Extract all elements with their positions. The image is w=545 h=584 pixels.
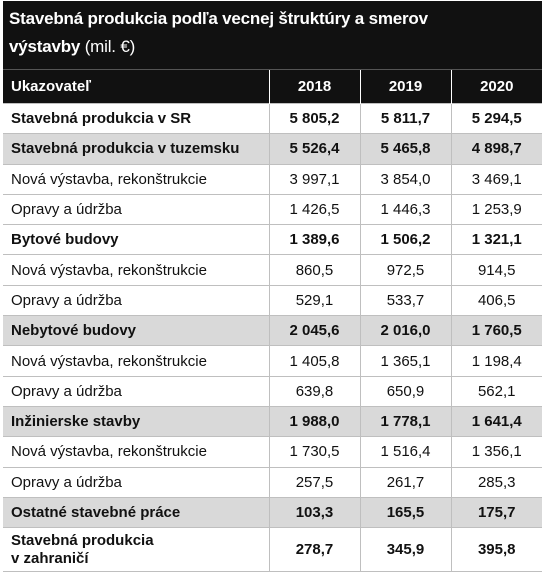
- table-row: Nová výstavba, rekonštrukcie 1 405,8 1 365…: [3, 345, 542, 377]
- table-body: Stavebná produkcia v SR 5 805,2 5 811,7 5 2…: [3, 102, 542, 572]
- row-label: Opravy a údržba: [3, 193, 269, 225]
- cell-2020: 5 294,5: [450, 102, 542, 134]
- cell-2019: 261,7: [359, 466, 451, 498]
- statistics-table-panel: Stavebná produkcia podľa vecnej štruktúr…: [3, 1, 542, 582]
- cell-2020: 914,5: [450, 254, 542, 286]
- cell-2019: 1 778,1: [359, 405, 451, 437]
- row-label: Nová výstavba, rekonštrukcie: [3, 163, 269, 195]
- table-header-row: Ukazovateľ 2018 2019 2020: [3, 69, 542, 104]
- row-label: Opravy a údržba: [3, 375, 269, 407]
- cell-2019: 1 446,3: [359, 193, 451, 225]
- table-row: Stavebná produkcia v SR 5 805,2 5 811,7 5 2…: [3, 102, 542, 134]
- table-row: Opravy a údržba 257,5 261,7 285,3: [3, 466, 542, 498]
- construction-production-table: Ukazovateľ 2018 2019 2020 Stavebná produ…: [3, 69, 542, 572]
- cell-2019: 3 854,0: [359, 163, 451, 195]
- cell-2019: 2 016,0: [359, 315, 451, 346]
- table-row: Stavebná produkcia v zahraničí 278,7 345,9 3…: [3, 527, 542, 572]
- row-label: Stavebná produkcia v tuzemsku: [3, 133, 269, 165]
- table-row: Nová výstavba, rekonštrukcie 860,5 972,5 91…: [3, 254, 542, 286]
- cell-2018: 1 988,0: [268, 405, 360, 437]
- cell-2020: 1 198,4: [450, 345, 542, 377]
- table-title-bold: výstavby: [9, 37, 81, 56]
- table-row: Ostatné stavebné práce 103,3 165,5 175,7: [3, 496, 542, 528]
- row-label: Stavebná produkcia v SR: [3, 102, 269, 134]
- row-label: Opravy a údržba: [3, 466, 269, 498]
- cell-2018: 1 405,8: [268, 345, 360, 377]
- cell-2018: 1 426,5: [268, 193, 360, 225]
- table-row: Inžinierske stavby 1 988,0 1 778,1 1 641,4: [3, 405, 542, 437]
- cell-2018: 639,8: [268, 375, 360, 407]
- header-year-2018: 2018: [268, 69, 360, 104]
- table-row: Opravy a údržba 529,1 533,7 406,5: [3, 284, 542, 316]
- cell-2019: 650,9: [359, 375, 451, 407]
- row-label: Stavebná produkcia v zahraničí: [3, 527, 269, 572]
- cell-2020: 285,3: [450, 466, 542, 498]
- cell-2020: 395,8: [450, 527, 542, 572]
- table-title-line1: Stavebná produkcia podľa vecnej štruktúr…: [9, 9, 428, 28]
- row-label: Bytové budovy: [3, 224, 269, 255]
- row-label-line1: Stavebná produkcia: [11, 531, 154, 549]
- cell-2018: 1 389,6: [268, 224, 360, 255]
- cell-2018: 2 045,6: [268, 315, 360, 346]
- cell-2020: 3 469,1: [450, 163, 542, 195]
- cell-2018: 103,3: [268, 496, 360, 528]
- header-year-2020: 2020: [450, 69, 542, 104]
- cell-2019: 533,7: [359, 284, 451, 316]
- cell-2019: 345,9: [359, 527, 451, 572]
- cell-2020: 1 321,1: [450, 224, 542, 255]
- cell-2020: 1 356,1: [450, 436, 542, 468]
- cell-2019: 1 365,1: [359, 345, 451, 377]
- cell-2019: 972,5: [359, 254, 451, 286]
- table-row: Nebytové budovy 2 045,6 2 016,0 1 760,5: [3, 315, 542, 346]
- table-row: Nová výstavba, rekonštrukcie 1 730,5 1 516…: [3, 436, 542, 468]
- cell-2018: 3 997,1: [268, 163, 360, 195]
- cell-2020: 406,5: [450, 284, 542, 316]
- cell-2018: 278,7: [268, 527, 360, 572]
- row-label: Nová výstavba, rekonštrukcie: [3, 254, 269, 286]
- cell-2018: 5 805,2: [268, 102, 360, 134]
- header-indicator: Ukazovateľ: [3, 69, 269, 104]
- row-label: Opravy a údržba: [3, 284, 269, 316]
- cell-2020: 175,7: [450, 496, 542, 528]
- cell-2020: 4 898,7: [450, 133, 542, 165]
- table-title-bar: Stavebná produkcia podľa vecnej štruktúr…: [3, 1, 542, 69]
- table-title-line2: výstavby (mil. €): [9, 33, 534, 61]
- table-row: Opravy a údržba 1 426,5 1 446,3 1 253,9: [3, 193, 542, 225]
- cell-2019: 165,5: [359, 496, 451, 528]
- row-label: Ostatné stavebné práce: [3, 496, 269, 528]
- cell-2019: 1 516,4: [359, 436, 451, 468]
- cell-2018: 257,5: [268, 466, 360, 498]
- cell-2020: 562,1: [450, 375, 542, 407]
- cell-2019: 5 465,8: [359, 133, 451, 165]
- table-row: Stavebná produkcia v tuzemsku 5 526,4 5 46…: [3, 133, 542, 165]
- cell-2020: 1 253,9: [450, 193, 542, 225]
- cell-2019: 5 811,7: [359, 102, 451, 134]
- cell-2020: 1 641,4: [450, 405, 542, 437]
- table-title-unit: (mil. €): [80, 37, 136, 56]
- row-label: Nebytové budovy: [3, 315, 269, 346]
- cell-2018: 5 526,4: [268, 133, 360, 165]
- cell-2018: 529,1: [268, 284, 360, 316]
- cell-2020: 1 760,5: [450, 315, 542, 346]
- row-label: Inžinierske stavby: [3, 405, 269, 437]
- cell-2019: 1 506,2: [359, 224, 451, 255]
- table-row: Bytové budovy 1 389,6 1 506,2 1 321,1: [3, 224, 542, 255]
- header-year-2019: 2019: [359, 69, 451, 104]
- table-row: Opravy a údržba 639,8 650,9 562,1: [3, 375, 542, 407]
- row-label-line2: v zahraničí: [11, 549, 89, 567]
- row-label: Nová výstavba, rekonštrukcie: [3, 345, 269, 377]
- row-label: Nová výstavba, rekonštrukcie: [3, 436, 269, 468]
- cell-2018: 860,5: [268, 254, 360, 286]
- cell-2018: 1 730,5: [268, 436, 360, 468]
- table-row: Nová výstavba, rekonštrukcie 3 997,1 3 854…: [3, 163, 542, 195]
